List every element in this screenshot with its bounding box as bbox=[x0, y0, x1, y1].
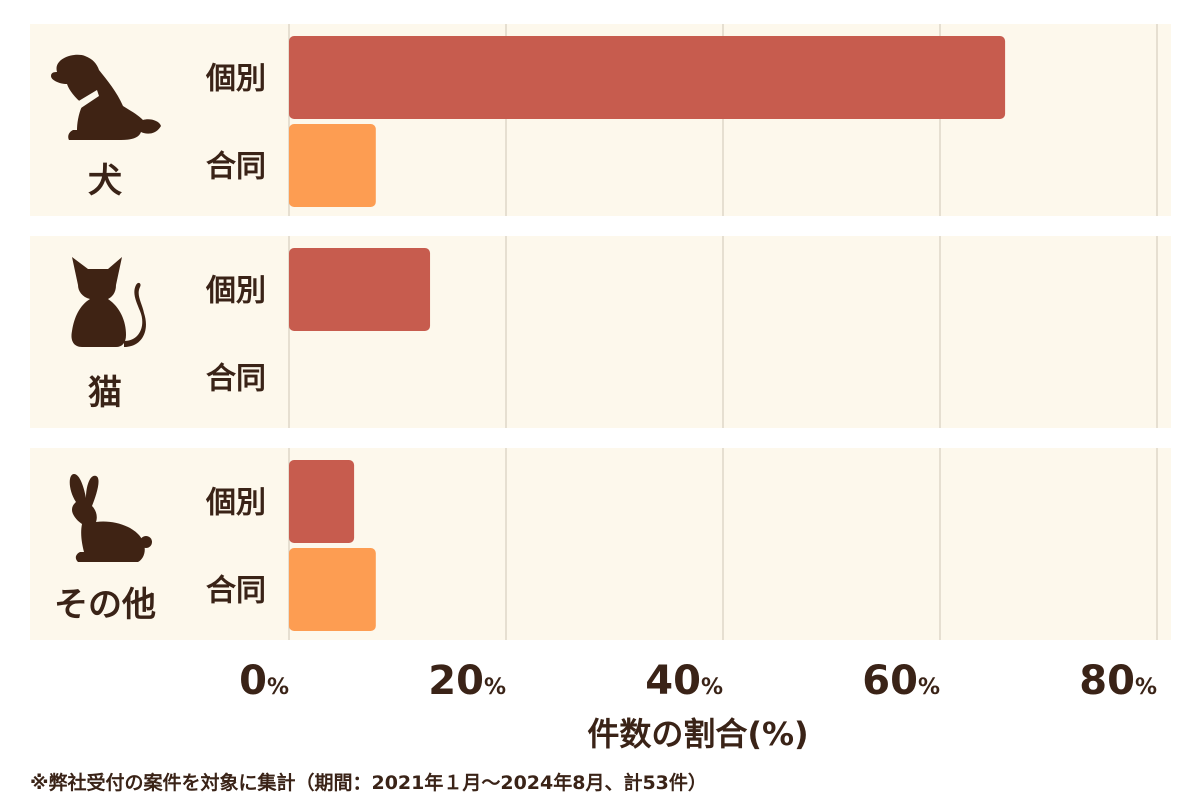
group-label: 犬 bbox=[88, 161, 122, 201]
tick-label: 40% bbox=[645, 658, 723, 704]
tick-label: 80% bbox=[1079, 658, 1157, 704]
bar bbox=[289, 460, 355, 543]
bar-category-label: 合同 bbox=[206, 574, 266, 609]
footnote: ※弊社受付の案件を対象に集計（期間：2021年１月〜2024年8月、計53件） bbox=[30, 772, 707, 794]
group-label: 猫 bbox=[88, 373, 122, 413]
dog-icon bbox=[51, 54, 161, 140]
bar bbox=[289, 248, 431, 331]
tick-label: 0% bbox=[239, 658, 289, 704]
group-panel bbox=[30, 236, 1171, 428]
bar-category-label: 個別 bbox=[205, 486, 266, 521]
bar-category-label: 個別 bbox=[205, 274, 266, 309]
tick-label: 20% bbox=[428, 658, 506, 704]
group-label: その他 bbox=[54, 585, 156, 625]
bar-category-label: 個別 bbox=[205, 62, 266, 97]
bar-category-label: 合同 bbox=[206, 150, 266, 185]
x-axis-label: 件数の割合(%) bbox=[587, 715, 808, 753]
bar bbox=[289, 124, 376, 207]
bar bbox=[289, 548, 376, 631]
bar bbox=[289, 36, 1006, 119]
group-panel bbox=[30, 448, 1171, 640]
rabbit-icon bbox=[69, 474, 152, 562]
bar-category-label: 合同 bbox=[206, 362, 266, 397]
cat-icon bbox=[71, 257, 146, 347]
tick-label: 60% bbox=[862, 658, 940, 704]
